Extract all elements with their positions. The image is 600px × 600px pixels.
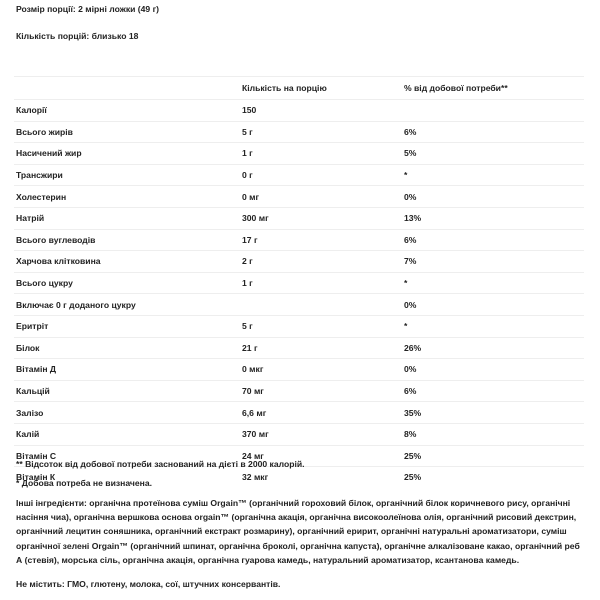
nutrient-name: Залізо: [14, 401, 240, 424]
table-row: Еритріт 5 г *: [14, 314, 584, 338]
amount-per-serving: Кількість на порцію: [240, 76, 402, 100]
nutrient-name: Трансжири: [14, 163, 240, 186]
amount-per-serving: [240, 293, 402, 316]
amount-per-serving: 32 мкг: [240, 466, 402, 488]
daily-value: 6%: [402, 379, 584, 402]
nutrient-name: Вітамін Д: [14, 358, 240, 381]
amount-per-serving: 1 г: [240, 271, 402, 294]
nutrient-name: Калорії: [14, 99, 240, 122]
amount-per-serving: 150: [240, 99, 402, 122]
amount-per-serving: 1 г: [240, 142, 402, 165]
daily-value: 0%: [402, 293, 584, 316]
nutrient-name: Вітамін К: [14, 466, 240, 488]
amount-per-serving: 2 г: [240, 250, 402, 273]
amount-per-serving: 6,6 мг: [240, 401, 402, 424]
table-row: Всього жирів 5 г 6%: [14, 120, 584, 143]
servings-per-container: Кількість порцій: близько 18: [16, 31, 139, 41]
table-row: Включає 0 г доданого цукру 0%: [14, 293, 584, 316]
nutrient-name: [14, 76, 240, 100]
nutrient-name: Включає 0 г доданого цукру: [14, 293, 240, 316]
amount-per-serving: 5 г: [240, 314, 402, 338]
amount-per-serving: 300 мг: [240, 206, 402, 230]
amount-per-serving: 370 мг: [240, 422, 402, 445]
daily-value: 0%: [402, 358, 584, 381]
nutrient-name: Всього вуглеводів: [14, 228, 240, 251]
table-header-row: Кількість на порцію% від добової потреби…: [14, 76, 584, 100]
nutrition-table: Кількість на порцію% від добової потреби…: [14, 76, 584, 488]
amount-per-serving: 0 г: [240, 163, 402, 186]
nutrient-name: Харчова клітковина: [14, 250, 240, 273]
free-from-text: Не містить: ГМО, глютену, молока, сої, ш…: [16, 579, 281, 589]
daily-value: [402, 99, 584, 122]
daily-value: 13%: [402, 206, 584, 230]
amount-per-serving: 17 г: [240, 228, 402, 251]
table-row: Трансжири 0 г *: [14, 163, 584, 186]
ingredients-text: Інші інгредієнти: органічна протеїнова с…: [16, 498, 580, 565]
daily-value: 25%: [402, 466, 584, 488]
table-row: Калорії 150: [14, 99, 584, 122]
table-row: Насичений жир 1 г 5%: [14, 142, 584, 165]
nutrient-name: Білок: [14, 336, 240, 359]
daily-value: 0%: [402, 185, 584, 208]
table-row: Калій 370 мг 8%: [14, 422, 584, 445]
table-row: Всього вуглеводів 17 г 6%: [14, 228, 584, 251]
amount-per-serving: 24 мг: [240, 444, 402, 467]
amount-per-serving: 70 мг: [240, 379, 402, 402]
table-row: Білок 21 г 26%: [14, 336, 584, 359]
amount-per-serving: 0 мкг: [240, 358, 402, 381]
daily-value: 25%: [402, 444, 584, 467]
table-row: Вітамін С 24 мг 25%: [14, 444, 584, 467]
daily-value: *: [402, 163, 584, 186]
daily-value: 7%: [402, 250, 584, 273]
table-row: Вітамін К 32 мкг 25%: [14, 466, 584, 488]
table-row: Кальцій 70 мг 6%: [14, 379, 584, 402]
daily-value: 5%: [402, 142, 584, 165]
nutrient-name: Кальцій: [14, 379, 240, 402]
serving-size: Розмір порції: 2 мірні ложки (49 г): [16, 4, 160, 14]
table-row: Залізо 6,6 мг 35%: [14, 401, 584, 424]
daily-value: % від добової потреби**: [402, 76, 584, 100]
amount-per-serving: 5 г: [240, 120, 402, 143]
footnote-daily-value: ** Відсоток від добової потреби заснован…: [16, 459, 305, 469]
nutrient-name: Всього цукру: [14, 271, 240, 294]
nutrient-name: Натрій: [14, 206, 240, 230]
amount-per-serving: 0 мг: [240, 185, 402, 208]
daily-value: *: [402, 314, 584, 338]
nutrient-name: Всього жирів: [14, 120, 240, 143]
daily-value: *: [402, 271, 584, 294]
nutrient-name: Калій: [14, 422, 240, 445]
footnote-undefined: * Добова потреба не визначена.: [16, 478, 153, 488]
nutrient-name: Вітамін С: [14, 444, 240, 467]
table-row: Холестерин 0 мг 0%: [14, 185, 584, 208]
table-row: Харчова клітковина 2 г 7%: [14, 250, 584, 273]
amount-per-serving: 21 г: [240, 336, 402, 359]
daily-value: 6%: [402, 120, 584, 143]
nutrient-name: Насичений жир: [14, 142, 240, 165]
daily-value: 26%: [402, 336, 584, 359]
daily-value: 35%: [402, 401, 584, 424]
nutrient-name: Холестерин: [14, 185, 240, 208]
daily-value: 6%: [402, 228, 584, 251]
table-row: Натрій 300 мг 13%: [14, 206, 584, 230]
nutrient-name: Еритріт: [14, 314, 240, 338]
daily-value: 8%: [402, 422, 584, 445]
table-row: Всього цукру 1 г *: [14, 271, 584, 294]
